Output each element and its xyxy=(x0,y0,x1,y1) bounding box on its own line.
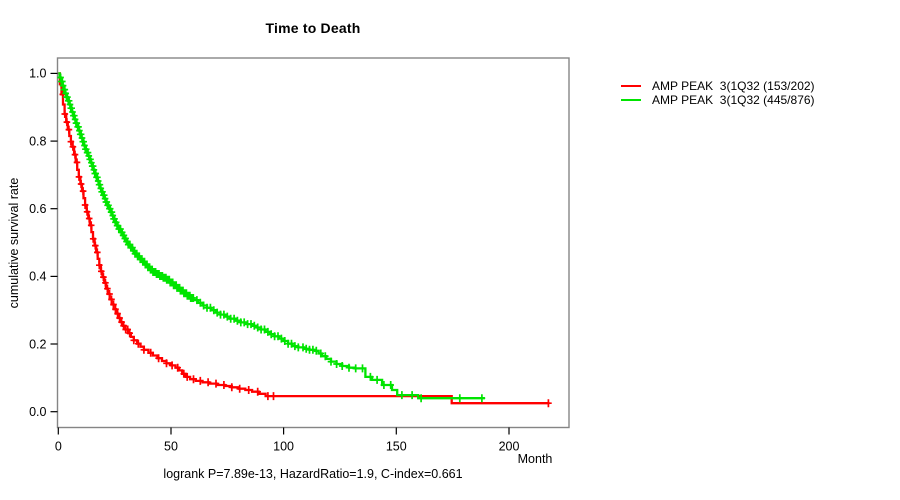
y-tick-label: 1.0 xyxy=(29,67,46,81)
y-tick-label: 0.6 xyxy=(29,202,46,216)
y-tick-label: 0.2 xyxy=(29,337,46,351)
plot-border xyxy=(56,57,570,429)
y-tick-label: 0.0 xyxy=(29,405,46,419)
y-axis-label: cumulative survival rate xyxy=(7,177,21,309)
x-tick-label: 150 xyxy=(386,440,407,454)
y-tick-label: 0.8 xyxy=(29,134,46,148)
survival-curve-red xyxy=(58,72,550,405)
legend-label-green: AMP PEAK 3(1Q32 (445/876) xyxy=(652,93,815,107)
y-tick-label: 0.4 xyxy=(29,270,46,284)
legend-item-green: AMP PEAK 3(1Q32 (445/876) xyxy=(621,93,815,107)
legend-label-red: AMP PEAK 3(1Q32 (153/202) xyxy=(652,79,815,93)
legend: AMP PEAK 3(1Q32 (153/202) AMP PEAK 3(1Q3… xyxy=(621,79,815,107)
censor-marks-red xyxy=(59,90,552,408)
x-tick-label: 0 xyxy=(55,440,62,454)
legend-line-green xyxy=(621,99,641,101)
x-tick-label: 100 xyxy=(273,440,294,454)
x-tick-label: 200 xyxy=(499,440,520,454)
stats-annotation: logrank P=7.89e-13, HazardRatio=1.9, C-i… xyxy=(163,467,463,481)
x-axis-label: Month xyxy=(517,452,553,466)
censor-marks-green xyxy=(57,73,486,403)
legend-line-red xyxy=(621,85,641,87)
chart-title: Time to Death xyxy=(265,20,361,36)
x-tick-label: 50 xyxy=(164,440,178,454)
legend-item-red: AMP PEAK 3(1Q32 (153/202) xyxy=(621,79,815,93)
